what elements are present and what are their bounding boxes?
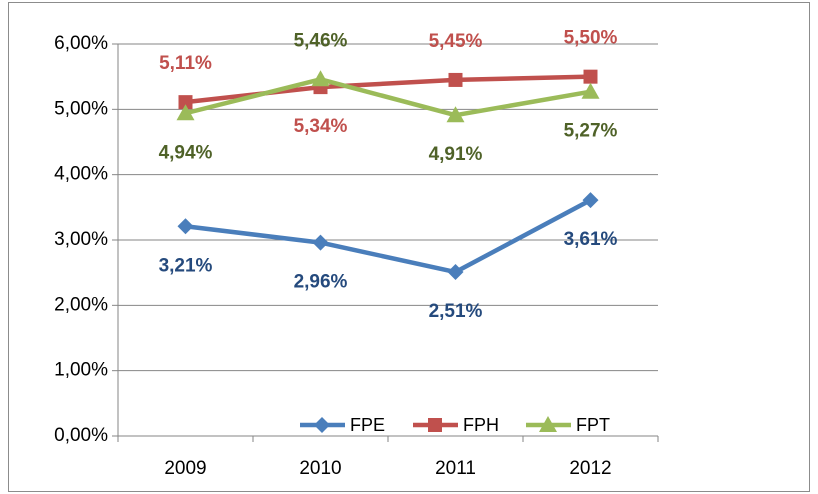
marker [428,418,442,432]
marker [178,95,193,110]
y-tick-label: 6,00% [54,33,108,54]
data-label: 2,96% [294,272,348,293]
data-label: 5,34% [294,116,348,137]
x-tick-label: 2010 [299,458,341,479]
x-tick-label: 2011 [435,458,476,479]
marker [447,264,464,281]
legend-label: FPT [576,415,610,435]
data-label: 5,50% [564,28,618,49]
legend-label: FPH [463,415,499,435]
data-label: 3,21% [159,255,213,276]
marker [581,82,600,99]
x-tick-label: 2009 [164,458,206,479]
legend-label: FPE [350,415,385,435]
x-tick-label: 2012 [569,458,611,479]
marker [446,106,465,123]
marker [583,69,598,84]
data-label: 3,61% [564,229,618,250]
data-label: 5,11% [159,53,212,74]
data-label: 5,46% [294,30,348,51]
series-line [185,198,592,275]
marker [177,218,194,235]
marker [312,234,329,251]
legend: FPE FPH FPT [300,415,610,435]
data-label: 4,91% [429,144,483,165]
marker [539,416,557,432]
y-tick-label: 0,00% [54,425,108,446]
data-label: 5,27% [564,121,618,142]
y-tick-label: 4,00% [54,164,108,185]
data-label: 2,51% [429,301,483,322]
marker [311,70,330,87]
marker [176,104,195,121]
y-tick-label: 1,00% [54,360,108,381]
data-label: 5,45% [429,31,483,52]
data-label: 4,94% [159,142,213,163]
y-tick-label: 3,00% [54,229,108,250]
marker [314,417,330,433]
y-tick-label: 5,00% [54,98,108,119]
series-line [184,77,591,118]
marker [448,72,463,87]
marker [582,192,599,209]
chart-border [8,2,810,492]
y-tick-label: 2,00% [54,294,108,315]
